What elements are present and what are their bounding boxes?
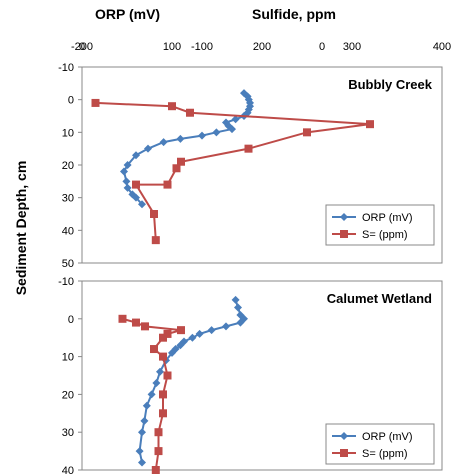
sulfide-axis-title: Sulfide, ppm [252, 6, 336, 22]
orp-point [138, 428, 146, 437]
sulfide-point [163, 371, 172, 380]
sulfide-point [186, 108, 194, 117]
sulfide-point [177, 326, 185, 335]
sulfide-point [244, 144, 253, 153]
orp-point [120, 167, 128, 176]
sulfide-point [159, 352, 167, 361]
panel-title: Bubbly Creek [348, 77, 433, 92]
orp-point [195, 329, 204, 338]
x-tick-label: 0 [79, 41, 85, 53]
sulfide-point [151, 236, 160, 245]
orp-point [231, 115, 240, 124]
legend-label: ORP (mV) [362, 212, 413, 224]
orp-point [176, 134, 185, 143]
orp-point [135, 447, 144, 456]
y-tick-label: -10 [58, 62, 74, 74]
legend-diamond-marker [340, 432, 348, 440]
y-tick-label: 10 [62, 127, 74, 139]
orp-point [122, 177, 131, 186]
orp-point [138, 200, 146, 209]
orp-point [168, 348, 176, 357]
orp-point [123, 161, 132, 169]
x-tick-label: -100 [191, 41, 213, 53]
y-tick-label: -10 [58, 276, 74, 288]
sulfide-point [150, 345, 158, 354]
y-tick-label: 0 [68, 314, 74, 326]
x-tick-label: 400 [433, 41, 451, 53]
orp-point [207, 326, 216, 335]
sulfide-point [177, 157, 185, 166]
x-tick-label: 200 [253, 41, 271, 53]
orp-point [228, 125, 236, 134]
orp-point [212, 128, 221, 137]
orp-point [176, 341, 185, 350]
panel-frame [81, 280, 443, 471]
legend-diamond-marker [340, 213, 348, 221]
sulfide-point [366, 120, 374, 129]
sulfide-point [159, 409, 167, 418]
sulfide-point [154, 428, 163, 437]
orp-point [222, 322, 230, 331]
orp-point [152, 379, 161, 388]
sulfide-point [91, 98, 100, 107]
orp-point [159, 138, 168, 147]
legend-square-marker [340, 449, 348, 457]
orp-point [231, 295, 240, 304]
legend-label: S= (ppm) [362, 448, 408, 460]
legend-square-marker [340, 230, 348, 238]
orp-point [132, 193, 140, 202]
sulfide-point [303, 128, 311, 137]
orp-point [156, 367, 164, 376]
y-tick-label: 50 [62, 258, 74, 270]
sulfide-point [118, 314, 127, 323]
y-tick-label: 40 [62, 225, 74, 237]
orp-point [188, 333, 197, 342]
sulfide-point [132, 318, 140, 327]
orp-axis-title: ORP (mV) [95, 6, 161, 22]
sulfide-point [150, 210, 158, 218]
legend-label: S= (ppm) [362, 229, 408, 241]
x-tick-label: 300 [343, 41, 361, 53]
y-tick-label: 20 [62, 160, 74, 172]
sulfide-point [163, 180, 172, 189]
x-tick-label: -200 [71, 41, 93, 53]
y-tick-label: 10 [62, 352, 74, 364]
sulfide-point [154, 447, 163, 456]
x-tick-label: 100 [163, 41, 181, 53]
orp-point [234, 303, 242, 312]
sulfide-point [163, 329, 172, 338]
y-tick-label: 40 [62, 465, 74, 474]
orp-point [138, 458, 146, 467]
y-tick-label: 20 [62, 389, 74, 401]
orp-point [132, 151, 140, 160]
orp-point [140, 416, 149, 425]
y-tick-label: 30 [62, 427, 74, 439]
y-tick-label: 30 [62, 193, 74, 205]
orp-point [123, 183, 132, 192]
orp-point [236, 318, 245, 327]
orp-point [142, 401, 151, 410]
sulfide-point [141, 322, 149, 331]
orp-point [198, 131, 206, 140]
x-tick-label: 0 [319, 41, 325, 53]
sulfide-point [172, 164, 181, 173]
orp-point [147, 390, 156, 399]
sulfide-point [159, 390, 167, 399]
y-tick-label: 0 [68, 95, 74, 107]
sulfide-point [159, 333, 167, 342]
panel-title: Calumet Wetland [327, 291, 432, 306]
sulfide-point [151, 466, 160, 474]
legend-box [325, 204, 435, 246]
legend-label: ORP (mV) [362, 431, 413, 443]
sulfide-point [132, 180, 140, 189]
legend-box [325, 423, 435, 465]
orp-point [144, 144, 152, 153]
sulfide-point [168, 102, 176, 111]
